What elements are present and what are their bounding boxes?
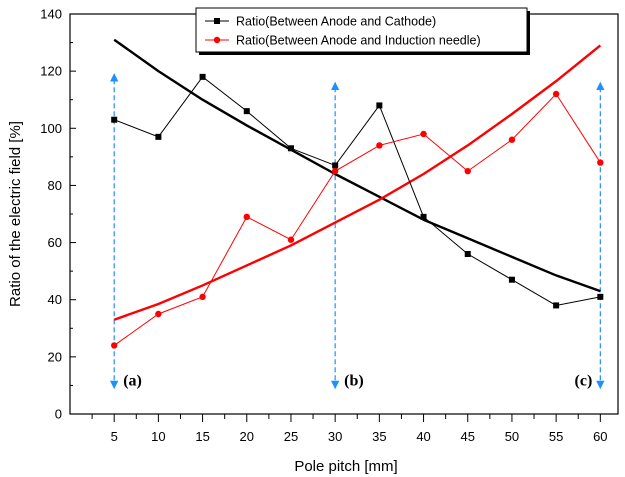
legend: Ratio(Between Anode and Cathode) Ratio(Be… [195, 7, 530, 55]
data-point [597, 159, 604, 166]
data-point [420, 213, 427, 220]
legend-label: Ratio(Between Anode and Cathode) [236, 15, 436, 29]
legend-marker [213, 36, 221, 44]
x-tick-label: 40 [416, 429, 430, 444]
data-point [110, 342, 118, 349]
y-tick-label: 20 [48, 349, 62, 364]
data-point [155, 310, 162, 318]
x-tick-label: 25 [284, 429, 298, 444]
y-tick-label: 40 [48, 292, 62, 307]
legend-marker [214, 18, 220, 24]
y-tick-label: 0 [55, 407, 62, 422]
data-point [332, 162, 339, 169]
x-tick-label: 30 [328, 429, 342, 444]
x-axis-title: Pole pitch [mm] [294, 458, 397, 475]
data-point [376, 102, 383, 109]
annotations: (a) (b) (c) [109, 73, 605, 389]
data-point [376, 142, 383, 149]
legend-label: Ratio(Between Anode and Induction needle… [236, 34, 481, 48]
x-tick-label: 15 [195, 429, 209, 444]
data-point [199, 293, 206, 301]
data-point [287, 145, 294, 152]
x-tick-label: 35 [372, 429, 386, 444]
series-line [114, 76, 601, 306]
series-line [113, 93, 601, 346]
series [111, 73, 604, 309]
y-tick-label: 100 [40, 121, 62, 136]
data-point [464, 167, 471, 175]
legend-box [195, 7, 528, 53]
data-point [553, 302, 560, 309]
series [110, 90, 604, 349]
x-tick-label: 10 [151, 429, 165, 444]
trend-lines [113, 38, 602, 321]
data-point [508, 276, 515, 283]
data-point [331, 167, 339, 175]
annotation-label: (b) [344, 372, 364, 389]
data-point [420, 130, 427, 138]
data-series [110, 73, 604, 349]
x-tick-label: 50 [505, 429, 519, 444]
data-point [243, 108, 250, 115]
y-tick-label: 140 [40, 7, 62, 22]
annotation-label: (a) [123, 372, 142, 389]
annotation-label: (c) [575, 372, 593, 389]
x-tick-label: 60 [593, 429, 607, 444]
data-point [111, 116, 118, 123]
data-point [243, 213, 250, 221]
plot-frame [69, 13, 619, 415]
trend-line [113, 44, 602, 321]
y-axis-title: Ratio of the electric field [%] [7, 121, 24, 307]
axes: 0 20 40 60 80 100 120 140 5 10 15 20 25 30 35 40 45 50 55 6… [40, 7, 619, 444]
y-tick-label: 120 [40, 64, 62, 79]
data-point [287, 236, 295, 243]
data-point [199, 73, 206, 80]
data-point [552, 90, 560, 98]
y-tick-label: 60 [48, 235, 62, 250]
y-tick-label: 80 [48, 178, 62, 193]
data-point [155, 133, 162, 140]
x-tick-label: 55 [549, 429, 563, 444]
data-point [597, 293, 604, 300]
data-point [464, 251, 471, 257]
data-point [508, 136, 516, 143]
trend-line [113, 38, 601, 293]
x-tick-label: 5 [111, 429, 118, 444]
x-tick-label: 20 [240, 429, 254, 444]
x-tick-label: 45 [461, 429, 475, 444]
